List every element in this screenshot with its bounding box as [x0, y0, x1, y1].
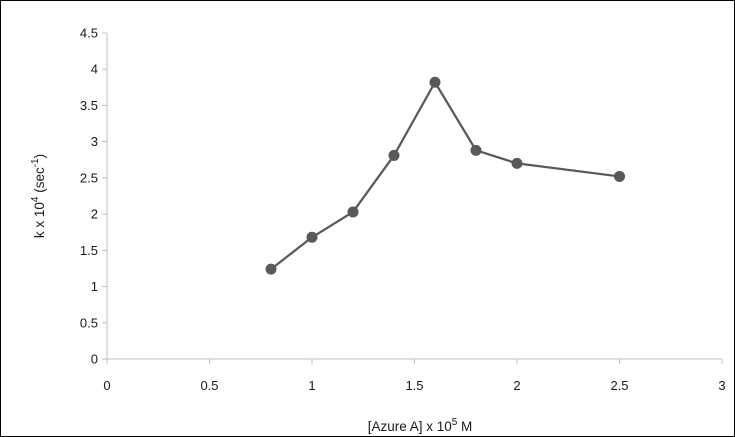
y-tick-label: 2.5: [80, 170, 98, 185]
x-axis-title-exponent: 5: [452, 417, 458, 428]
y-tick-label: 4.5: [80, 26, 98, 41]
data-point: [511, 157, 523, 169]
x-axis-title: [Azure A] x 105 M: [368, 417, 473, 434]
data-point: [470, 144, 482, 156]
data-point: [429, 76, 441, 88]
data-point: [265, 263, 277, 275]
x-tick-label: 0.5: [200, 378, 218, 393]
data-point: [306, 231, 318, 243]
x-tick-label: 3: [718, 378, 725, 393]
x-axis-title-part: [Azure A] x 10: [368, 419, 452, 434]
x-tick-label: 1: [308, 378, 315, 393]
series-group: [265, 76, 625, 275]
data-point: [388, 149, 400, 161]
y-tick-label: 3: [91, 134, 98, 149]
x-tick-label: 1.5: [405, 378, 423, 393]
x-axis-title-part: M: [457, 419, 472, 434]
y-tick-label: 3.5: [80, 98, 98, 113]
y-tick-label: 2: [91, 207, 98, 222]
y-axis-title-exponent: 4: [30, 196, 41, 202]
x-tick-label: 2.5: [610, 378, 628, 393]
y-tick-label: 0: [91, 352, 98, 367]
y-axis-title: k x 104 (sec-1): [30, 154, 47, 238]
y-axis-title-part: ): [32, 154, 47, 159]
series-line: [270, 81, 620, 271]
y-axis-title-exponent: -1: [30, 158, 41, 167]
data-point: [347, 206, 359, 218]
y-tick-label: 1.5: [80, 243, 98, 258]
y-tick-label: 4: [91, 62, 98, 77]
x-tick-label: 2: [513, 378, 520, 393]
x-tick-label: 0: [103, 378, 110, 393]
data-point: [614, 170, 625, 182]
x-axis-ticks: 0 0.5 1 1.5 2 2.5 3: [103, 359, 726, 393]
axes: [106, 33, 722, 360]
y-axis-ticks: 0 0.5 1 1.5 2 2.5 3 3.5 4 4.5: [80, 26, 107, 367]
y-axis-title-part: (sec: [32, 167, 47, 197]
y-axis-title-part: k x 10: [32, 202, 47, 238]
y-tick-label: 0.5: [80, 315, 98, 330]
y-tick-label: 1: [91, 279, 98, 294]
